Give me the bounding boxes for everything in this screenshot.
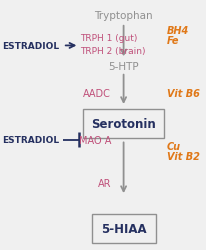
FancyBboxPatch shape	[92, 214, 156, 243]
Text: AADC: AADC	[83, 89, 111, 99]
Text: TRPH 1 (gut): TRPH 1 (gut)	[80, 34, 138, 43]
Text: TRPH 2 (brain): TRPH 2 (brain)	[80, 47, 146, 56]
Text: 5-HIAA: 5-HIAA	[101, 222, 146, 235]
Text: Tryptophan: Tryptophan	[94, 11, 153, 21]
Text: AR: AR	[98, 179, 111, 189]
Text: ESTRADIOL: ESTRADIOL	[2, 42, 59, 51]
Text: Vit B2: Vit B2	[167, 151, 200, 161]
Text: Vit B6: Vit B6	[167, 89, 200, 99]
Text: Cu: Cu	[167, 141, 181, 151]
Text: ESTRADIOL: ESTRADIOL	[2, 136, 59, 144]
FancyBboxPatch shape	[83, 109, 164, 138]
Text: Fe: Fe	[167, 36, 179, 46]
Text: Serotonin: Serotonin	[91, 117, 156, 130]
Text: MAO A: MAO A	[79, 135, 111, 145]
Text: BH4: BH4	[167, 26, 189, 36]
Text: 5-HTP: 5-HTP	[108, 61, 139, 71]
